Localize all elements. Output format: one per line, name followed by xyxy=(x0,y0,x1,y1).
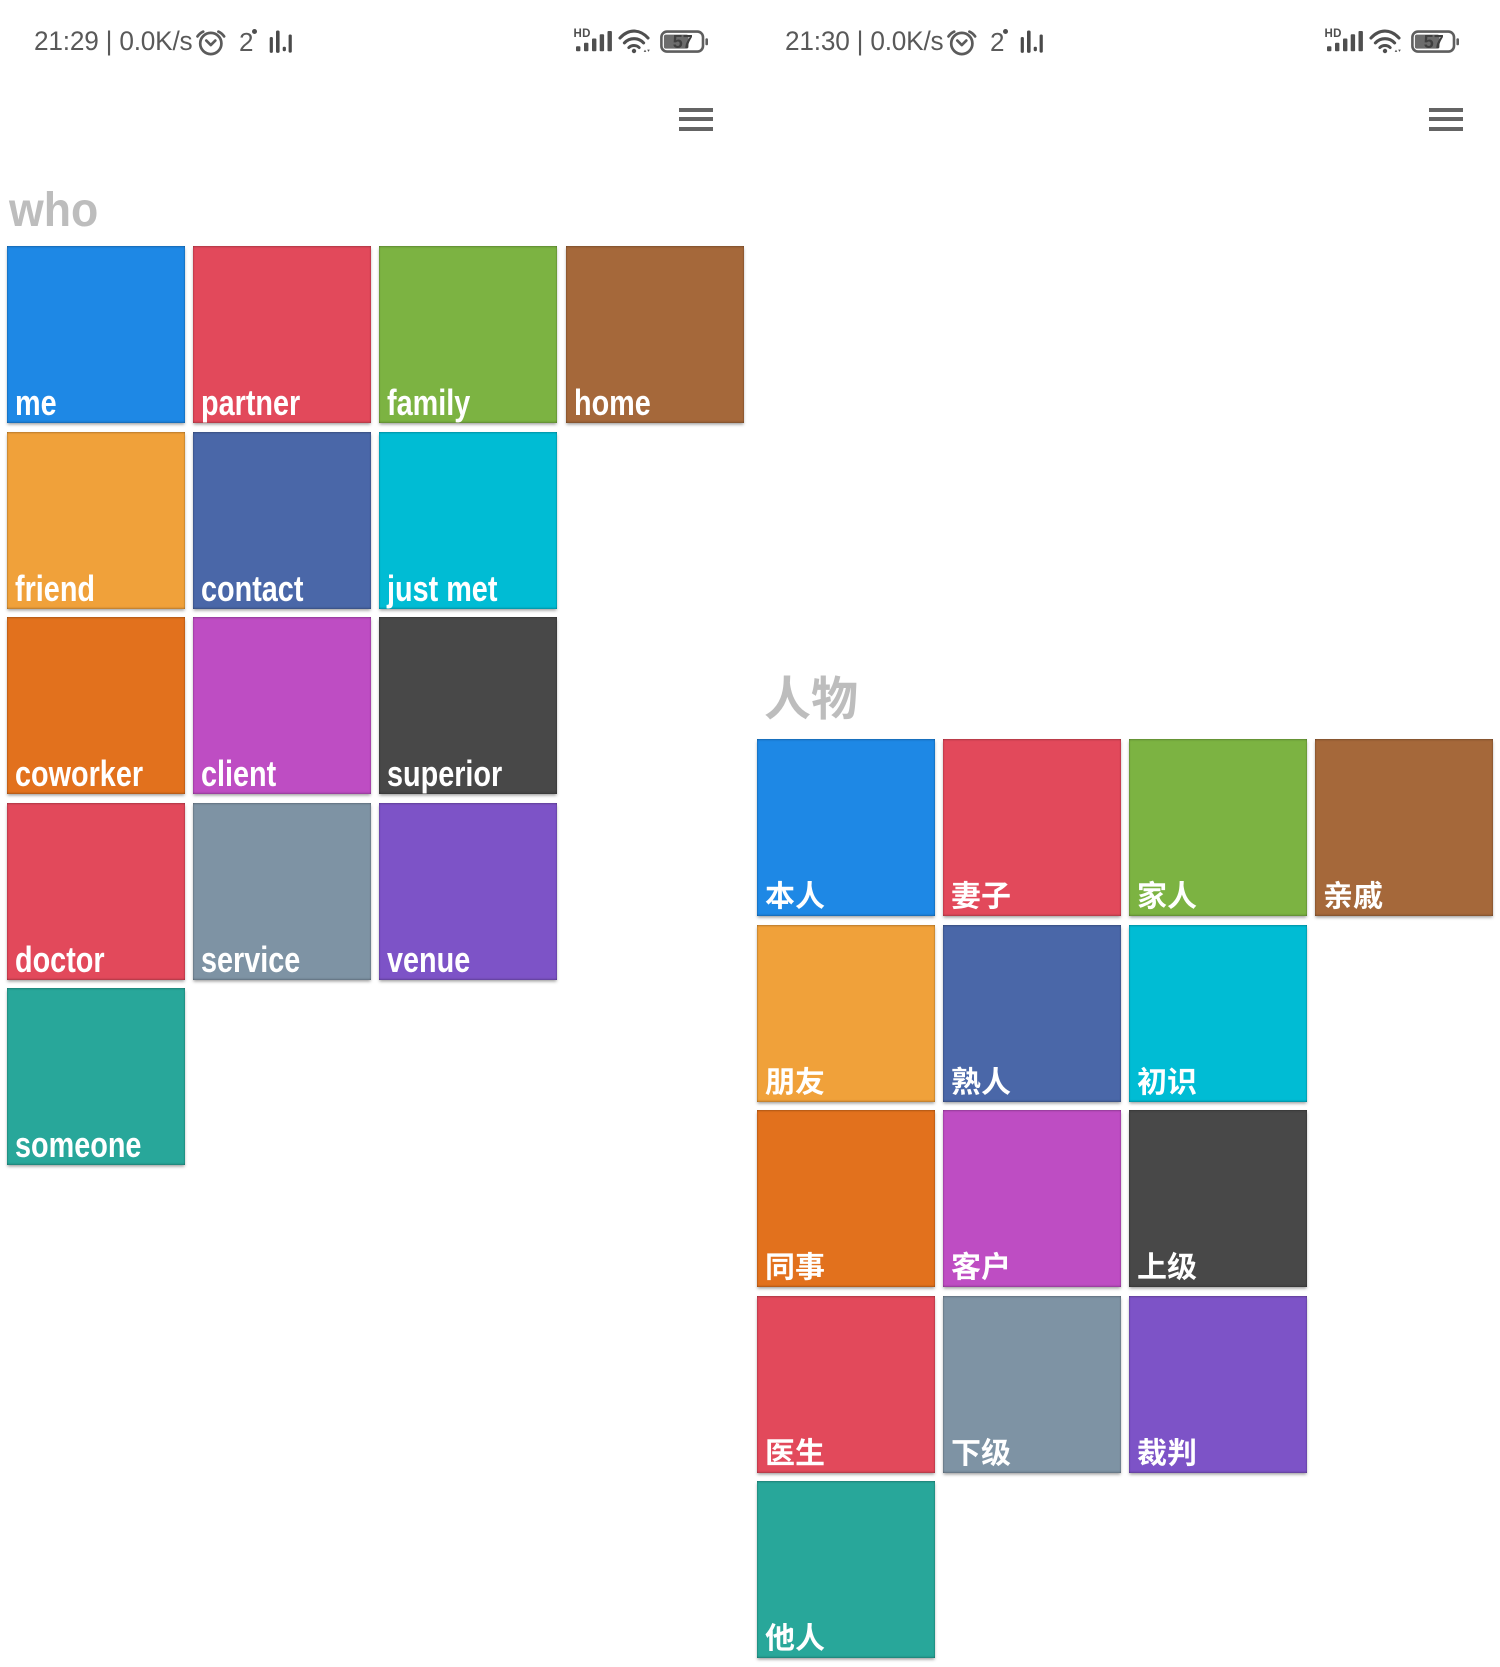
svg-text:57: 57 xyxy=(1423,32,1443,52)
svg-text:57: 57 xyxy=(672,32,692,52)
